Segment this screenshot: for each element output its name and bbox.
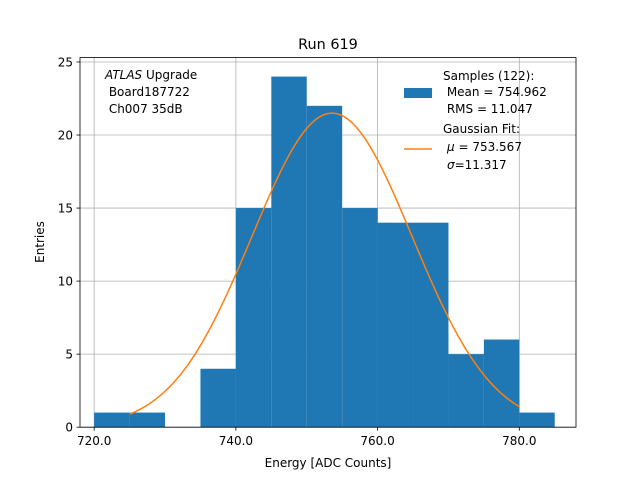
y-tick-label: 5 xyxy=(65,347,73,361)
histogram-bar xyxy=(235,208,272,428)
x-tick-label: 780.0 xyxy=(502,434,536,448)
x-tick-label: 740.0 xyxy=(219,434,253,448)
y-tick-label: 10 xyxy=(58,274,73,288)
histogram-bar xyxy=(94,412,130,428)
y-axis-ticks: 0 5 10 15 20 25 xyxy=(58,55,80,435)
chart-title: Run 619 xyxy=(298,37,358,53)
legend-fit-sigma: σ=11.317 xyxy=(447,158,507,172)
gaussian-fit-curve xyxy=(129,112,520,415)
x-axis-label: Energy [ADC Counts] xyxy=(265,456,392,470)
legend-fit-sigma-value: =11.317 xyxy=(455,158,507,172)
annotation-experiment: ATLAS xyxy=(104,68,143,82)
annotation-suffix: Upgrade xyxy=(142,68,197,82)
annotation-line-1: ATLAS Upgrade xyxy=(104,68,197,82)
histogram-bar xyxy=(200,368,236,428)
y-tick-label: 0 xyxy=(65,421,73,435)
legend-samples-mean: Mean = 754.962 xyxy=(443,85,547,99)
legend-fit-mu-symbol: μ xyxy=(446,140,455,154)
x-tick-label: 760.0 xyxy=(360,434,394,448)
legend-fit-sigma-symbol: σ xyxy=(447,158,455,172)
y-tick-label: 15 xyxy=(58,201,73,215)
histogram-bar xyxy=(306,105,343,428)
histogram-bar xyxy=(271,76,307,428)
histogram-bar xyxy=(129,412,166,428)
legend-samples-title: Samples (122): xyxy=(443,69,534,83)
x-tick-label: 720.0 xyxy=(77,434,111,448)
legend-fit-mu: μ = 753.567 xyxy=(446,140,522,154)
annotation-board: Board187722 xyxy=(105,85,190,99)
plot-frame xyxy=(79,57,577,428)
histogram-bar xyxy=(377,222,414,428)
legend-fit-title: Gaussian Fit: xyxy=(443,122,520,136)
legend-samples-rms: RMS = 11.047 xyxy=(443,102,533,116)
legend-samples-swatch xyxy=(404,88,432,98)
annotation-channel: Ch007 35dB xyxy=(105,102,183,116)
histogram-bar xyxy=(519,412,555,428)
histogram-bar xyxy=(448,354,484,428)
y-tick-label: 20 xyxy=(58,128,73,142)
x-axis-ticks: 720.0 740.0 760.0 780.0 xyxy=(77,427,536,448)
y-axis-label: Entries xyxy=(33,221,47,263)
annotation-block: ATLAS Upgrade Board187722 Ch007 35dB xyxy=(104,68,197,116)
histogram-bar xyxy=(413,222,449,428)
histogram-bar xyxy=(342,208,378,428)
legend-fit-mu-value: = 753.567 xyxy=(455,140,522,154)
y-tick-label: 25 xyxy=(58,55,73,69)
legend: Samples (122): Mean = 754.962 RMS = 11.0… xyxy=(404,69,547,172)
histogram-bar xyxy=(483,339,520,428)
